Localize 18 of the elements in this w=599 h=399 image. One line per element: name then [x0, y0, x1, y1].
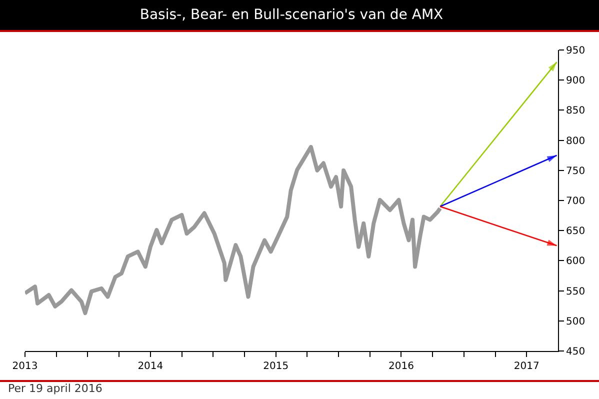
y-tick-label: 700: [566, 196, 586, 207]
y-tick-label: 450: [566, 346, 586, 358]
text: Per 19 april 2016: [8, 382, 102, 395]
y-tick-label: 750: [566, 166, 586, 177]
y-tick-label: 500: [566, 316, 586, 328]
x-tick-label: 2013: [12, 361, 38, 372]
y-tick-label: 650: [566, 226, 586, 238]
x-tick-label: 2017: [514, 361, 540, 372]
x-tick-label: 2016: [388, 361, 414, 372]
chart-title: Basis-, Bear- en Bull-scenario's van de AMX: [140, 6, 444, 23]
y-tick-label: 850: [566, 106, 586, 117]
y-tick-label: 900: [566, 76, 586, 87]
x-tick-label: 2015: [263, 361, 289, 372]
y-tick-label: 600: [566, 256, 586, 268]
y-tick-label: 800: [566, 136, 586, 147]
x-tick-label: 2014: [138, 361, 164, 372]
y-tick-label: 550: [566, 286, 586, 298]
y-tick-label: 950: [566, 46, 586, 56]
